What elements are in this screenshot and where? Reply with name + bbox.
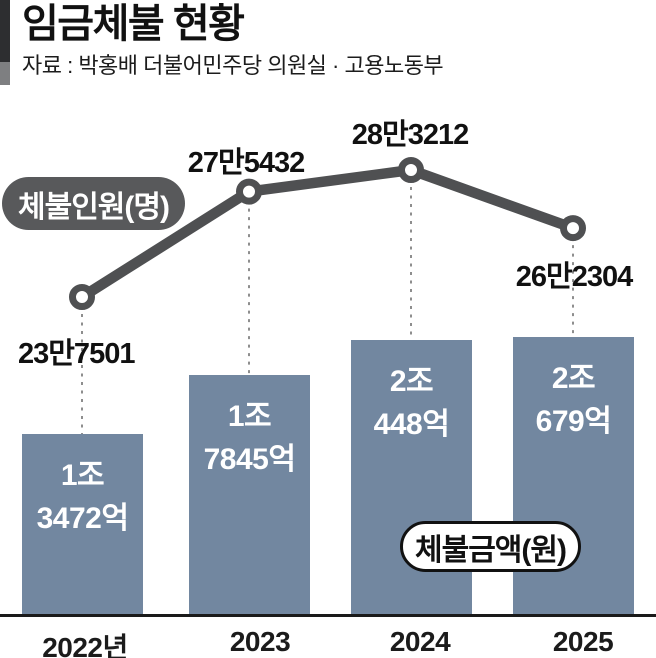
accent-bar-dark [0,0,10,62]
line-series-badge: 체불인원(명) [2,177,185,230]
bar-value-label: 2조 448억 [373,365,450,441]
point-value-label: 26만2304 [515,261,633,293]
bar-2025: 2조 679억 [513,337,634,616]
source-credit: 자료 : 박홍배 더불어민주당 의원실 · 고용노동부 [22,53,444,78]
bar-value-label: 2조 679억 [535,362,612,438]
bar-2023: 1조 7845억 [189,375,310,616]
point-value-label: 28만3212 [351,119,469,151]
x-axis-line [0,614,656,617]
line-point-marker [236,178,262,205]
line-point-marker [69,284,95,310]
bar-value-label: 1조 3472억 [36,459,129,535]
accent-bar [0,0,10,85]
chart-title: 임금체불 현황 [22,2,245,46]
line-point-marker [560,215,586,242]
line-series-badge-label: 체불인원(명) [18,190,170,224]
bar-value-label: 1조 7845억 [203,400,296,476]
x-axis-label: 2023 [229,626,291,657]
bar-series-badge-label: 체불금액(원) [415,533,567,567]
point-value-label: 23만7501 [18,338,135,370]
bar-2022: 1조 3472억 [22,434,143,616]
x-axis-label: 2024 [389,626,451,657]
bar-2024: 2조 448억 [351,340,472,616]
line-point-marker [398,157,424,183]
x-axis-label: 2022년 [42,632,128,658]
x-axis-label: 2025 [552,626,614,657]
bar-series-badge: 체불금액(원) [400,521,581,572]
accent-bar-gray [0,62,10,85]
point-value-label: 27만5432 [187,147,305,179]
